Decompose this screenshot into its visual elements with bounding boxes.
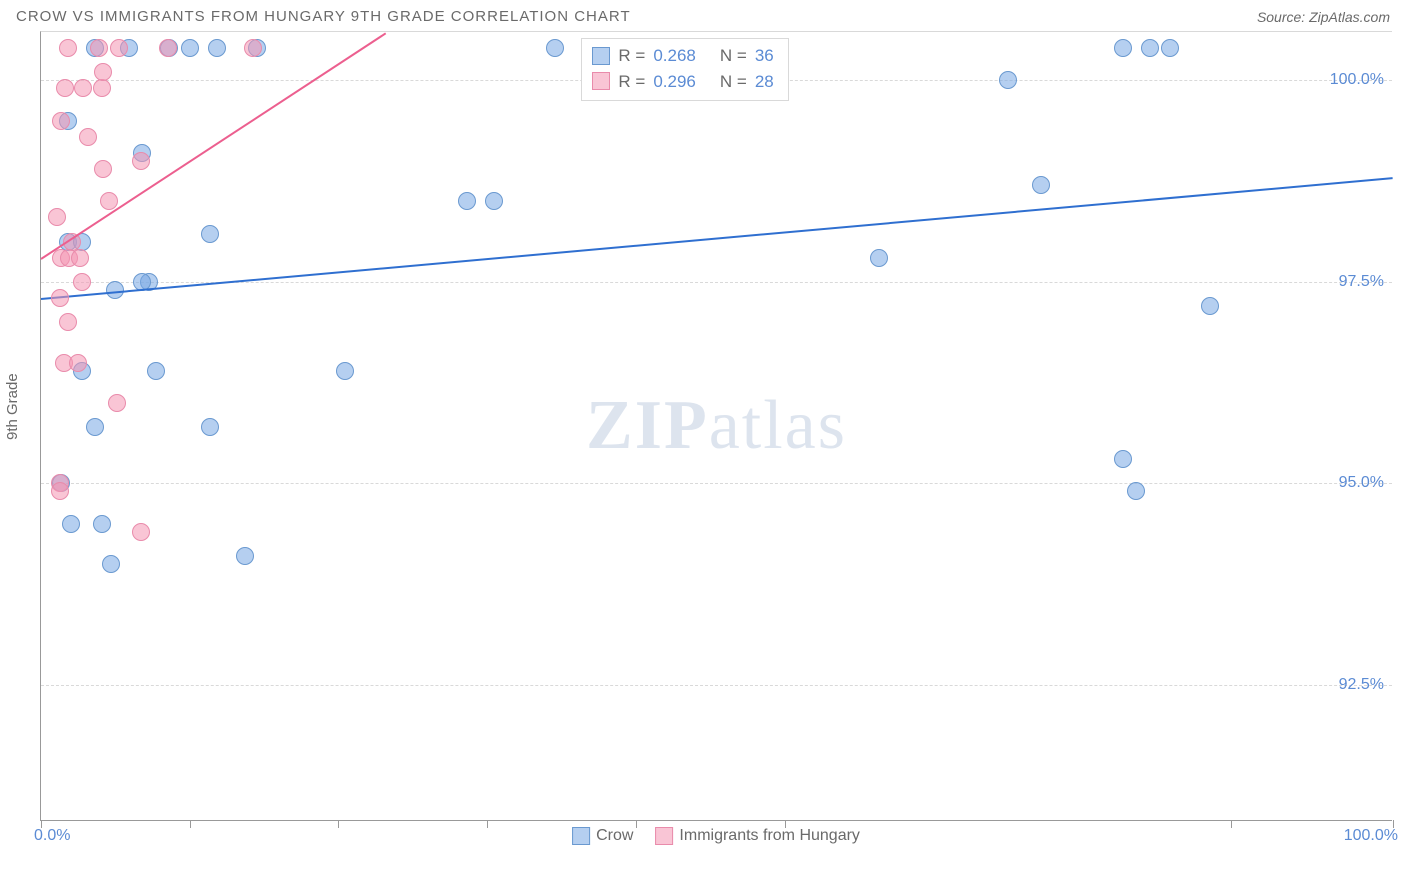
data-point-hungary — [56, 79, 74, 97]
y-tick-label: 95.0% — [1339, 474, 1384, 492]
data-point-hungary — [100, 192, 118, 210]
data-point-hungary — [74, 79, 92, 97]
stat-r-label: R = — [618, 69, 645, 95]
watermark: ZIPatlas — [586, 386, 847, 466]
data-point-hungary — [110, 39, 128, 57]
data-point-hungary — [69, 354, 87, 372]
data-point-hungary — [71, 249, 89, 267]
data-point-hungary — [108, 394, 126, 412]
data-point-hungary — [244, 39, 262, 57]
stat-row-hungary: R = 0.296 N = 28 — [592, 69, 773, 95]
data-point-crow — [93, 515, 111, 533]
y-axis-label: 9th Grade — [4, 373, 21, 440]
data-point-hungary — [90, 39, 108, 57]
data-point-hungary — [94, 160, 112, 178]
data-point-crow — [102, 555, 120, 573]
chart-area: ZIPatlas 92.5% 95.0% 97.5% 100.0% R = 0.268 N… — [40, 31, 1392, 821]
data-point-hungary — [59, 313, 77, 331]
stat-row-crow: R = 0.268 N = 36 — [592, 43, 773, 69]
data-point-hungary — [48, 208, 66, 226]
swatch-hungary-icon — [592, 72, 610, 90]
y-tick-label: 100.0% — [1330, 71, 1384, 89]
data-point-crow — [208, 39, 226, 57]
data-point-crow — [147, 362, 165, 380]
legend-label: Crow — [596, 827, 633, 845]
source-label: Source: ZipAtlas.com — [1257, 9, 1390, 25]
stat-r-label: R = — [618, 43, 645, 69]
data-point-hungary — [132, 523, 150, 541]
data-point-crow — [1141, 39, 1159, 57]
legend-item-crow: Crow — [572, 827, 633, 845]
data-point-crow — [485, 192, 503, 210]
data-point-crow — [1032, 176, 1050, 194]
data-point-crow — [181, 39, 199, 57]
data-point-hungary — [93, 79, 111, 97]
data-point-crow — [1161, 39, 1179, 57]
legend-swatch-crow-icon — [572, 827, 590, 845]
watermark-light: atlas — [709, 387, 847, 464]
data-point-hungary — [51, 482, 69, 500]
title-bar: CROW VS IMMIGRANTS FROM HUNGARY 9TH GRAD… — [0, 0, 1406, 29]
data-point-crow — [1201, 297, 1219, 315]
y-tick-label: 92.5% — [1339, 676, 1384, 694]
legend-label: Immigrants from Hungary — [679, 827, 860, 845]
stat-legend: R = 0.268 N = 36 R = 0.296 N = 28 — [581, 38, 788, 101]
data-point-crow — [62, 515, 80, 533]
stat-n-label: N = — [720, 69, 747, 95]
legend-swatch-hungary-icon — [655, 827, 673, 845]
data-point-crow — [1127, 482, 1145, 500]
data-point-crow — [336, 362, 354, 380]
gridline — [41, 483, 1392, 484]
data-point-hungary — [73, 273, 91, 291]
stat-n-label: N = — [720, 43, 747, 69]
gridline — [41, 685, 1392, 686]
watermark-bold: ZIP — [586, 387, 709, 464]
y-tick-label: 97.5% — [1339, 273, 1384, 291]
swatch-crow-icon — [592, 47, 610, 65]
plot-surface: ZIPatlas 92.5% 95.0% 97.5% 100.0% — [41, 32, 1392, 820]
data-point-hungary — [59, 39, 77, 57]
x-axis-labels: 0.0% 100.0% CrowImmigrants from Hungary — [40, 821, 1392, 849]
stat-n-value: 36 — [755, 43, 774, 69]
data-point-crow — [546, 39, 564, 57]
chart-title: CROW VS IMMIGRANTS FROM HUNGARY 9TH GRAD… — [16, 8, 631, 25]
data-point-crow — [201, 418, 219, 436]
x-label-min: 0.0% — [34, 827, 70, 845]
data-point-crow — [458, 192, 476, 210]
data-point-crow — [1114, 39, 1132, 57]
x-label-max: 100.0% — [1344, 827, 1398, 845]
stat-r-value: 0.296 — [653, 69, 696, 95]
data-point-crow — [201, 225, 219, 243]
data-point-hungary — [79, 128, 97, 146]
legend-item-hungary: Immigrants from Hungary — [655, 827, 860, 845]
data-point-crow — [236, 547, 254, 565]
bottom-legend: Crow Immigrants from Hungary — [572, 827, 860, 845]
data-point-crow — [870, 249, 888, 267]
data-point-hungary — [94, 63, 112, 81]
data-point-hungary — [52, 112, 70, 130]
data-point-hungary — [159, 39, 177, 57]
gridline — [41, 282, 1392, 283]
data-point-hungary — [132, 152, 150, 170]
data-point-hungary — [51, 289, 69, 307]
stat-n-value: 28 — [755, 69, 774, 95]
data-point-crow — [1114, 450, 1132, 468]
stat-r-value: 0.268 — [653, 43, 696, 69]
data-point-crow — [86, 418, 104, 436]
data-point-crow — [999, 71, 1017, 89]
